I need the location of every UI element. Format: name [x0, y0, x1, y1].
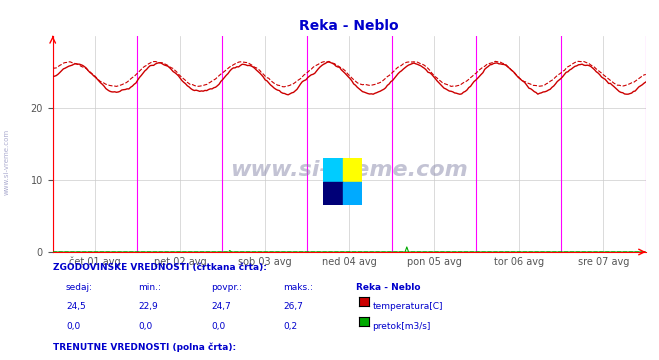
Text: maks.:: maks.: — [283, 283, 313, 292]
Text: 0,2: 0,2 — [283, 322, 297, 331]
Text: Reka - Neblo: Reka - Neblo — [356, 283, 420, 292]
Text: www.si-vreme.com: www.si-vreme.com — [3, 129, 10, 195]
Bar — [323, 158, 343, 182]
Text: 24,5: 24,5 — [66, 302, 86, 311]
Bar — [323, 182, 343, 205]
Text: 0,0: 0,0 — [66, 322, 80, 331]
Text: 24,7: 24,7 — [211, 302, 231, 311]
Title: Reka - Neblo: Reka - Neblo — [299, 19, 399, 33]
Bar — [343, 158, 362, 182]
Text: 0,0: 0,0 — [211, 322, 225, 331]
Text: 22,9: 22,9 — [138, 302, 158, 311]
Text: pretok[m3/s]: pretok[m3/s] — [372, 322, 431, 331]
Bar — [343, 182, 362, 205]
Text: 0,0: 0,0 — [138, 322, 153, 331]
Text: ZGODOVINSKE VREDNOSTI (črtkana črta):: ZGODOVINSKE VREDNOSTI (črtkana črta): — [53, 263, 267, 272]
Text: TRENUTNE VREDNOSTI (polna črta):: TRENUTNE VREDNOSTI (polna črta): — [53, 342, 236, 351]
Text: www.si-vreme.com: www.si-vreme.com — [231, 160, 468, 180]
Text: sedaj:: sedaj: — [66, 283, 93, 292]
Text: 26,7: 26,7 — [283, 302, 303, 311]
Text: min.:: min.: — [138, 283, 161, 292]
Text: temperatura[C]: temperatura[C] — [372, 302, 443, 311]
Text: povpr.:: povpr.: — [211, 283, 242, 292]
